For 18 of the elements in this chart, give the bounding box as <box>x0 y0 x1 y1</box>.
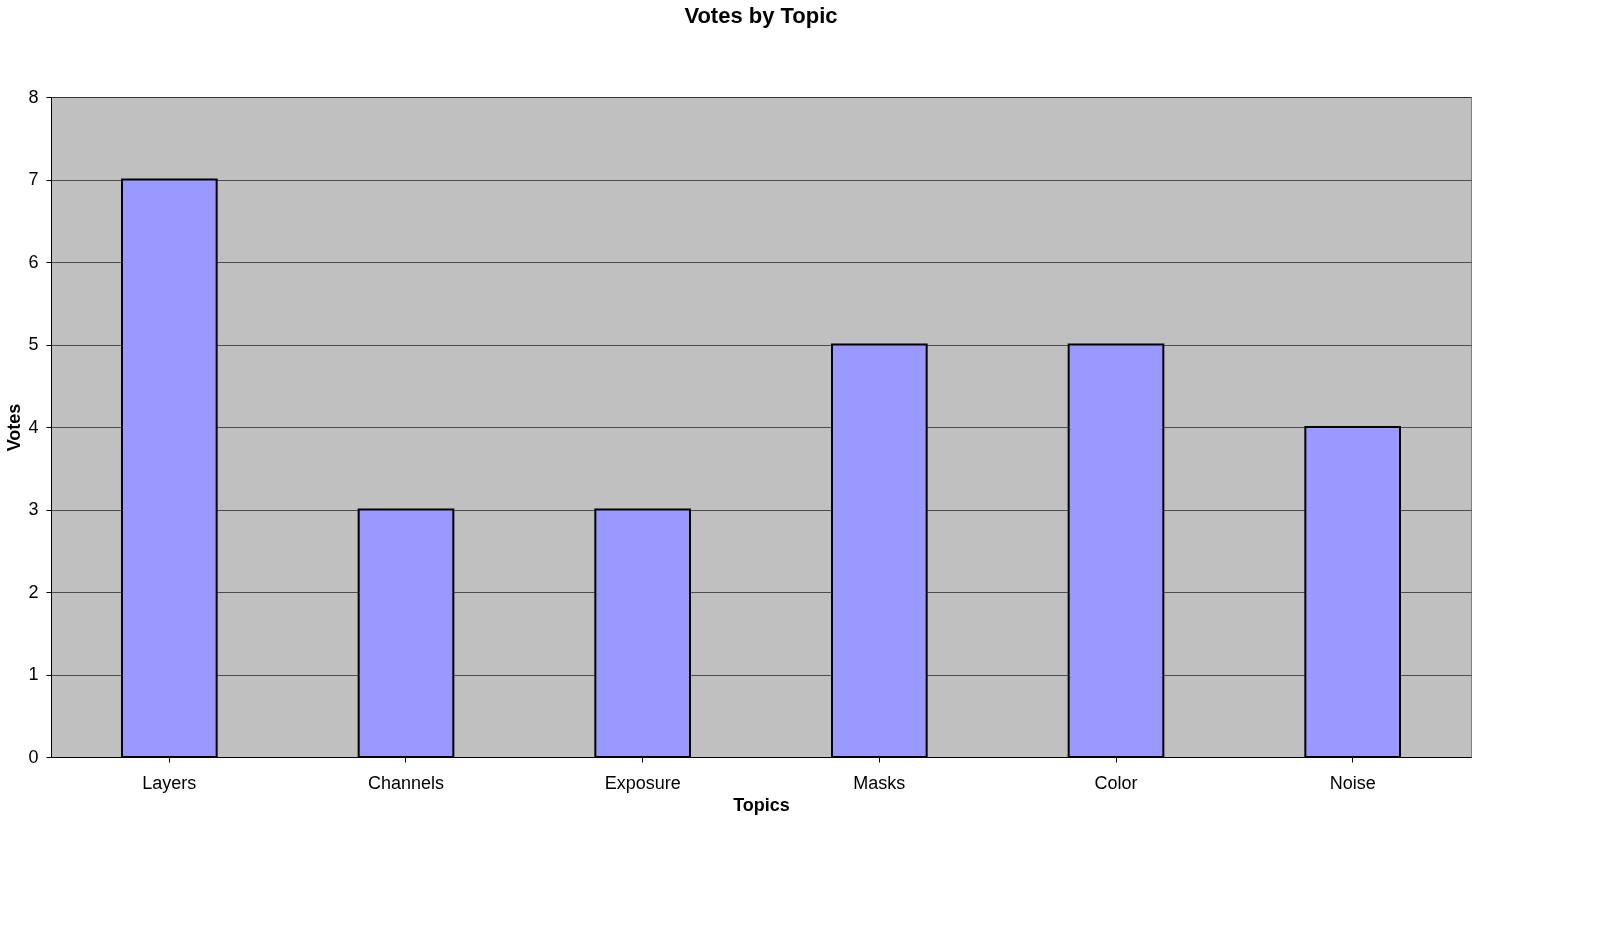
x-tick-label: Color <box>1094 772 1138 793</box>
y-tick-label: 7 <box>28 169 39 189</box>
y-tick-label: 6 <box>28 251 39 272</box>
y-tick-label: 8 <box>28 86 39 107</box>
y-tick-label: 5 <box>28 334 39 354</box>
y-tick-label: 4 <box>28 416 39 437</box>
chart-title: Votes by Topic <box>684 3 838 28</box>
y-tick-label: 0 <box>28 746 39 767</box>
x-tick-label: Noise <box>1329 772 1376 793</box>
x-tick-label: Masks <box>853 772 906 793</box>
y-tick-label: 2 <box>28 581 39 602</box>
x-axis-title: Topics <box>733 794 790 815</box>
y-tick-label: 1 <box>28 664 39 684</box>
x-tick-label: Exposure <box>604 772 681 793</box>
x-tick-label: Layers <box>142 772 197 793</box>
y-axis-title: Votes <box>4 403 25 452</box>
x-tick-label: Channels <box>367 772 445 793</box>
y-tick-label: 3 <box>28 499 39 519</box>
